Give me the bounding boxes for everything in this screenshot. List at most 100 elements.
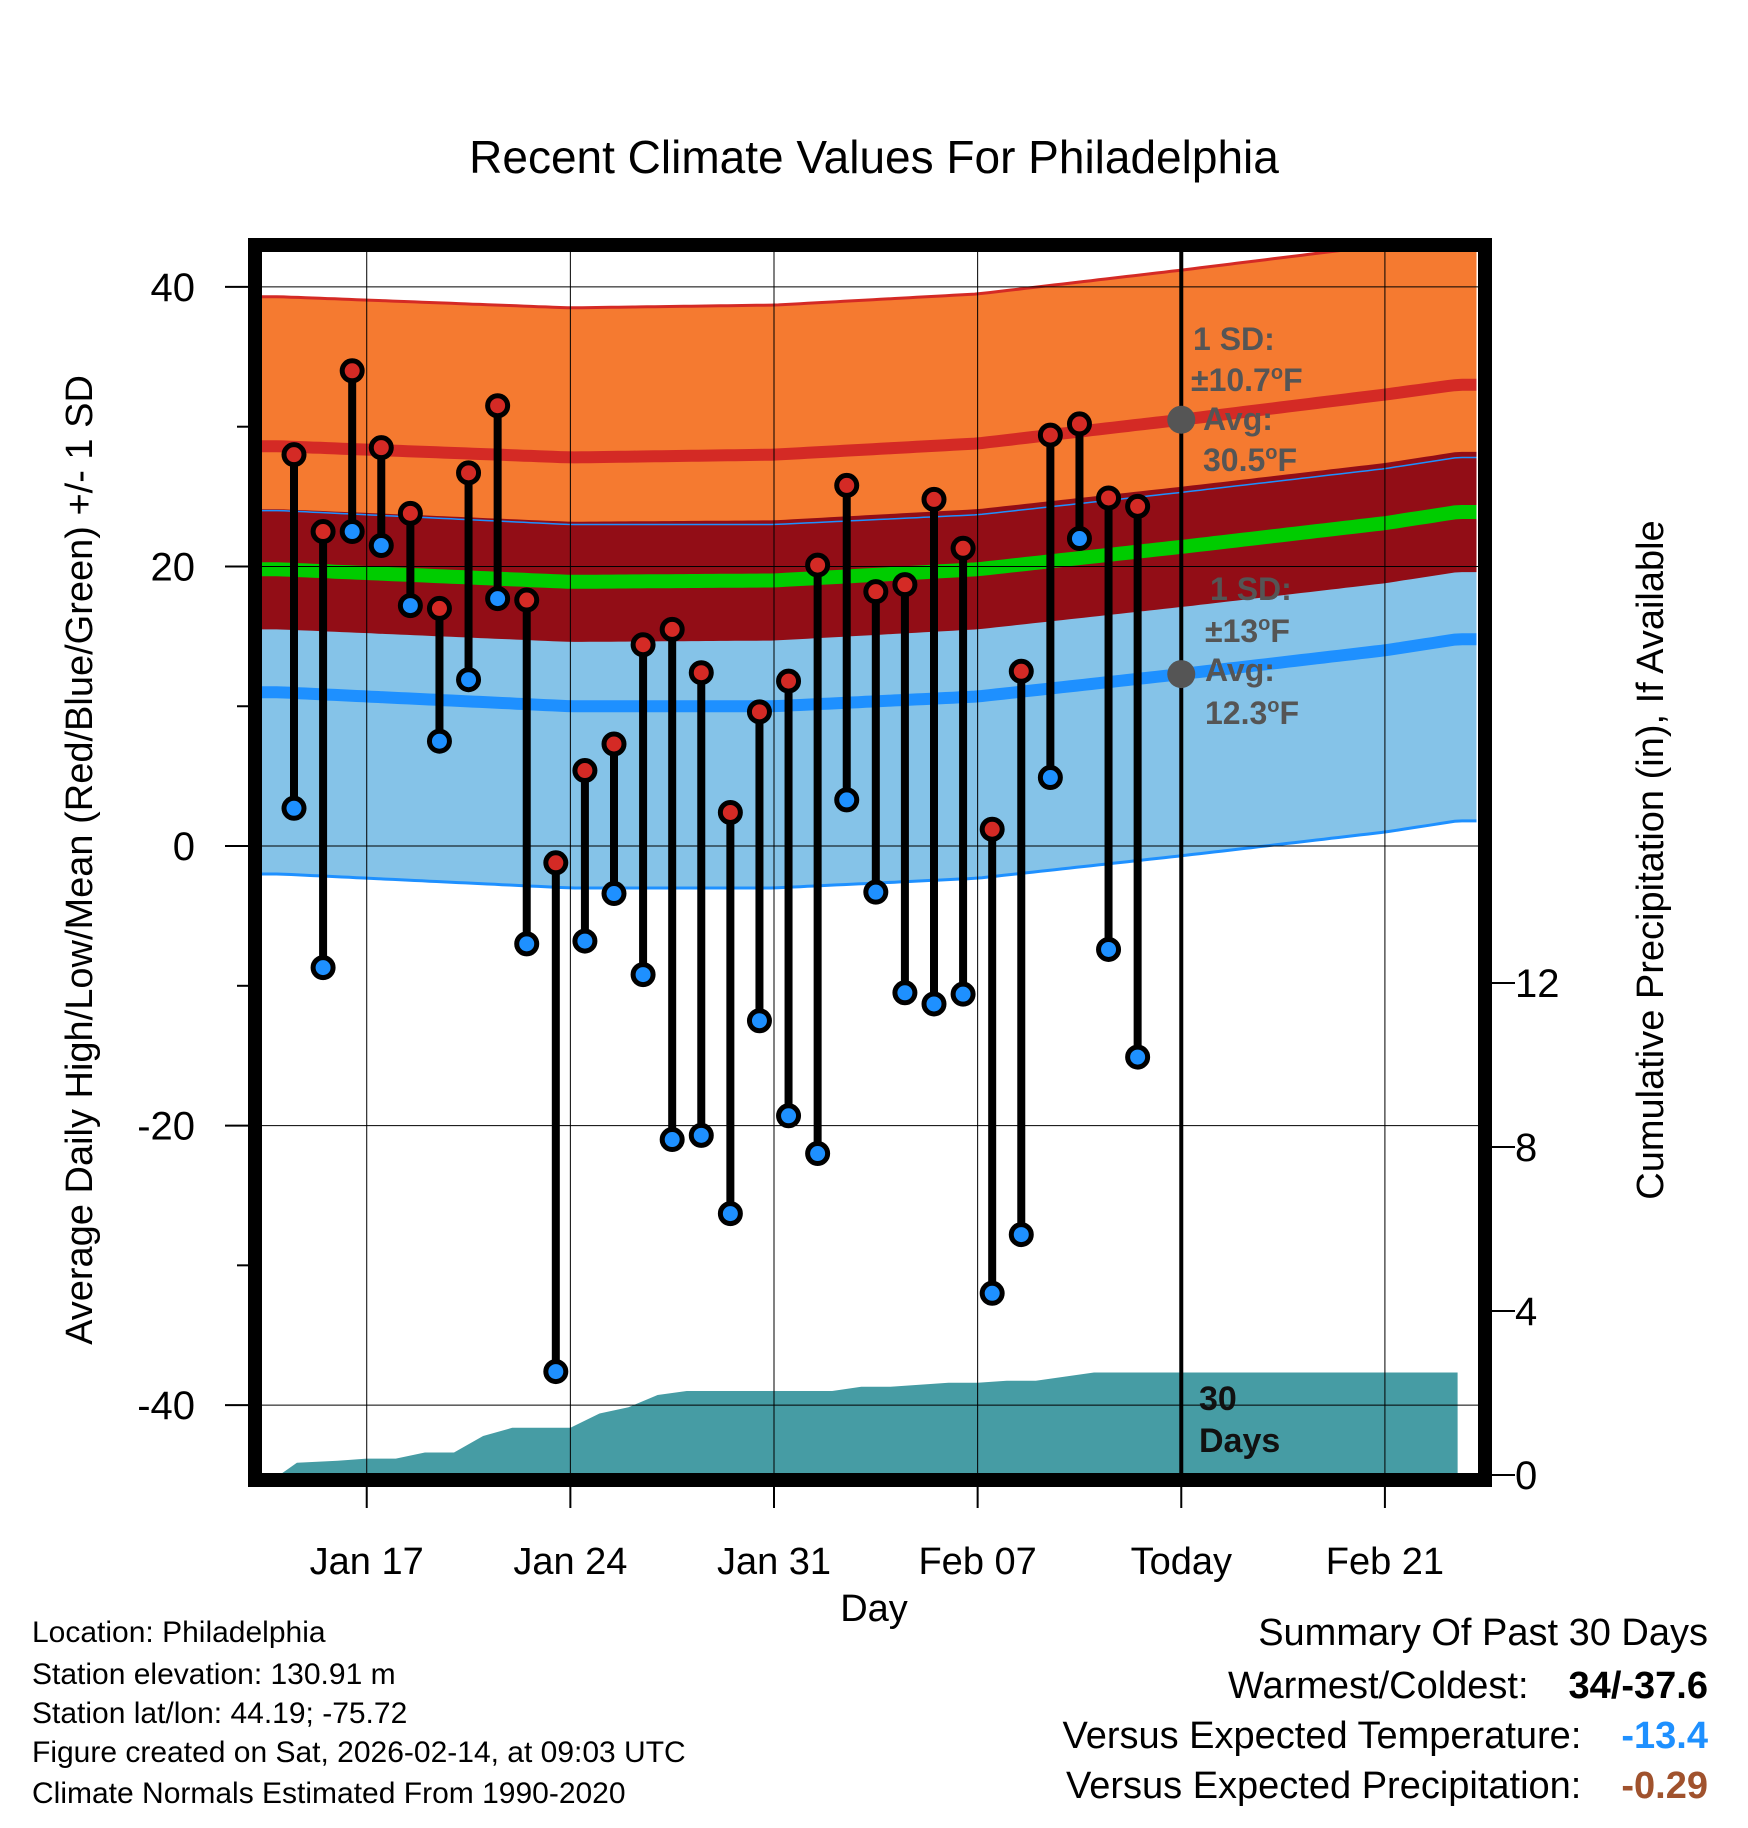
day-low-marker-14 [688, 1122, 714, 1148]
day-low-marker-7 [485, 586, 511, 612]
day-low-marker-20 [863, 879, 889, 905]
day-low-marker-15 [717, 1201, 743, 1227]
day-high-marker-8 [514, 587, 540, 613]
mean-sd-band [262, 451, 1477, 642]
day-high-marker-22 [921, 486, 947, 512]
day-low-marker-26 [1037, 765, 1063, 791]
x-tick-label-4: Today [1131, 1541, 1232, 1583]
high-avg-label: Avg: [1203, 401, 1273, 437]
day-high-marker-17 [776, 668, 802, 694]
day-high-marker-10 [572, 758, 598, 784]
low-sd-value: ±13oF [1205, 613, 1290, 649]
days-label-number: 30 [1199, 1380, 1237, 1418]
day-low-marker-18 [805, 1141, 831, 1167]
day-high-marker-16 [746, 699, 772, 725]
summary-warmest-row: Warmest/Coldest: 34/-37.6 [1228, 1665, 1708, 1708]
today-high-avg-point [1167, 405, 1196, 434]
info-elevation: Station elevation: 130.91 m [32, 1658, 396, 1691]
summary-precipitation-row: Versus Expected Precipitation: -0.29 [1066, 1765, 1708, 1808]
x-tick-label-5: Feb 21 [1326, 1541, 1444, 1583]
day-high-marker-15 [717, 799, 743, 825]
y-tick-label-1: 20 [151, 545, 196, 589]
plot-frame [248, 238, 1492, 1487]
y2-tick-label-0: 0 [1515, 1454, 1537, 1498]
day-high-marker-23 [950, 535, 976, 561]
today-low-avg-point [1167, 660, 1196, 689]
day-low-marker-22 [921, 991, 947, 1017]
summary-temperature-label: Versus Expected Temperature: [1062, 1715, 1582, 1757]
summary-title: Summary Of Past 30 Days [1258, 1612, 1708, 1654]
day-low-marker-3 [368, 533, 394, 559]
day-high-marker-3 [368, 435, 394, 461]
day-high-marker-2 [339, 358, 365, 384]
info-created: Figure created on Sat, 2026-02-14, at 09… [32, 1736, 686, 1769]
plot-area [262, 245, 1478, 1475]
day-low-marker-27 [1066, 526, 1092, 552]
day-low-marker-11 [601, 881, 627, 907]
y-tick-label-0: 40 [151, 266, 196, 310]
x-tick-label-3: Feb 07 [918, 1541, 1036, 1583]
day-low-marker-5 [426, 728, 452, 754]
summary-temperature-row: Versus Expected Temperature: -13.4 [1062, 1715, 1708, 1758]
day-high-marker-1 [310, 519, 336, 545]
day-high-marker-18 [805, 552, 831, 578]
day-low-marker-4 [397, 593, 423, 619]
day-low-marker-17 [776, 1103, 802, 1129]
day-high-marker-27 [1066, 411, 1092, 437]
day-low-marker-29 [1125, 1044, 1151, 1070]
day-high-marker-28 [1096, 485, 1122, 511]
low-avg-value: 12.3oF [1205, 695, 1299, 731]
day-high-marker-7 [485, 393, 511, 419]
day-high-marker-0 [281, 442, 307, 468]
day-high-marker-21 [892, 572, 918, 598]
normal-low-line [262, 633, 1477, 713]
y2-tick-label-2: 8 [1515, 1126, 1537, 1170]
high-sd-value: ±10.7oF [1191, 362, 1303, 398]
day-high-marker-6 [456, 460, 482, 486]
day-high-marker-13 [659, 616, 685, 642]
day-high-marker-26 [1037, 422, 1063, 448]
day-high-marker-29 [1125, 493, 1151, 519]
day-high-marker-25 [1008, 658, 1034, 684]
day-low-marker-23 [950, 981, 976, 1007]
day-low-marker-2 [339, 519, 365, 545]
day-low-marker-25 [1008, 1222, 1034, 1248]
day-low-marker-6 [456, 667, 482, 693]
y-axis-label: Average Daily High/Low/Mean (Red/Blue/Gr… [59, 375, 101, 1345]
low-avg-label: Avg: [1205, 652, 1275, 688]
day-high-marker-12 [630, 632, 656, 658]
day-low-marker-13 [659, 1127, 685, 1153]
x-tick-label-1: Jan 24 [513, 1541, 627, 1583]
info-normals: Climate Normals Estimated From 1990-2020 [32, 1777, 626, 1810]
x-tick-label-2: Jan 31 [717, 1541, 831, 1583]
day-low-marker-16 [746, 1008, 772, 1034]
days-label-word: Days [1199, 1422, 1280, 1460]
day-high-marker-5 [426, 595, 452, 621]
high-upper-sd-line [262, 245, 1396, 310]
day-high-marker-20 [863, 579, 889, 605]
day-high-marker-19 [834, 472, 860, 498]
normal-mean-line [262, 505, 1477, 589]
day-low-marker-9 [543, 1359, 569, 1385]
day-high-marker-14 [688, 660, 714, 686]
day-high-marker-4 [397, 500, 423, 526]
day-low-marker-24 [979, 1280, 1005, 1306]
summary-warmest-label: Warmest/Coldest: [1227, 1665, 1529, 1707]
day-low-marker-0 [281, 795, 307, 821]
info-latlon: Station lat/lon: 44.19; -75.72 [32, 1697, 408, 1730]
high-sd-label: 1 SD: [1193, 321, 1275, 357]
y2-tick-label-3: 12 [1515, 962, 1560, 1006]
day-low-marker-8 [514, 931, 540, 957]
summary-temperature-value: -13.4 [1621, 1715, 1708, 1757]
info-location: Location: Philadelphia [32, 1616, 326, 1649]
high-avg-value: 30.5oF [1203, 442, 1297, 478]
day-low-marker-19 [834, 787, 860, 813]
y-tick-label-4: -40 [137, 1384, 195, 1428]
y-tick-label-3: -20 [137, 1105, 195, 1149]
y2-tick-label-1: 4 [1515, 1290, 1537, 1334]
y2-axis-label: Cumulative Precipitation (in), If Availa… [1630, 520, 1672, 1199]
summary-precipitation-value: -0.29 [1621, 1765, 1708, 1807]
x-axis-label: Day [840, 1588, 908, 1630]
low-sd-label: 1 SD: [1210, 571, 1292, 607]
